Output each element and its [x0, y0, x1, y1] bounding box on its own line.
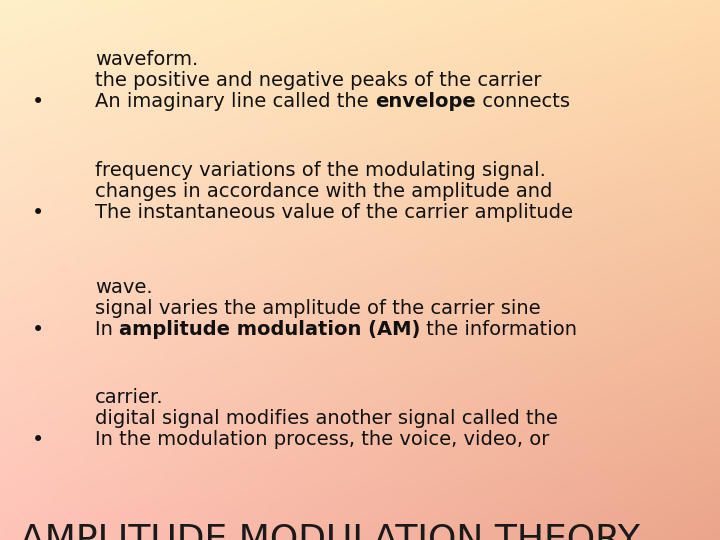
Text: AMPLITUDE MODULATION THEORY: AMPLITUDE MODULATION THEORY	[20, 522, 640, 540]
Text: carrier.: carrier.	[95, 388, 163, 407]
Text: waveform.: waveform.	[95, 50, 198, 69]
Text: signal varies the amplitude of the carrier sine: signal varies the amplitude of the carri…	[95, 299, 541, 318]
Text: frequency variations of the modulating signal.: frequency variations of the modulating s…	[95, 161, 546, 180]
Text: the information: the information	[420, 320, 577, 339]
Text: In the modulation process, the voice, video, or: In the modulation process, the voice, vi…	[95, 430, 549, 449]
Text: envelope: envelope	[375, 92, 476, 111]
Text: The instantaneous value of the carrier amplitude: The instantaneous value of the carrier a…	[95, 203, 573, 222]
Text: •: •	[32, 320, 44, 340]
Text: •: •	[32, 92, 44, 112]
Text: connects: connects	[476, 92, 570, 111]
Text: An imaginary line called the: An imaginary line called the	[95, 92, 375, 111]
Text: amplitude modulation (AM): amplitude modulation (AM)	[119, 320, 420, 339]
Text: changes in accordance with the amplitude and: changes in accordance with the amplitude…	[95, 182, 552, 201]
Text: •: •	[32, 203, 44, 223]
Text: •: •	[32, 430, 44, 450]
Text: digital signal modifies another signal called the: digital signal modifies another signal c…	[95, 409, 558, 428]
Text: wave.: wave.	[95, 278, 153, 297]
Text: the positive and negative peaks of the carrier: the positive and negative peaks of the c…	[95, 71, 541, 90]
Text: In: In	[95, 320, 119, 339]
